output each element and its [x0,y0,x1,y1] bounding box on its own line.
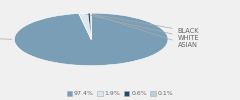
Text: ASIAN: ASIAN [94,14,198,48]
Text: HISPANIC: HISPANIC [0,35,12,41]
Wedge shape [14,13,168,66]
Text: WHITE: WHITE [86,14,199,41]
Legend: 97.4%, 1.9%, 0.6%, 0.1%: 97.4%, 1.9%, 0.6%, 0.1% [66,90,174,97]
Text: BLACK: BLACK [92,14,199,34]
Wedge shape [79,13,91,39]
Wedge shape [88,13,91,39]
